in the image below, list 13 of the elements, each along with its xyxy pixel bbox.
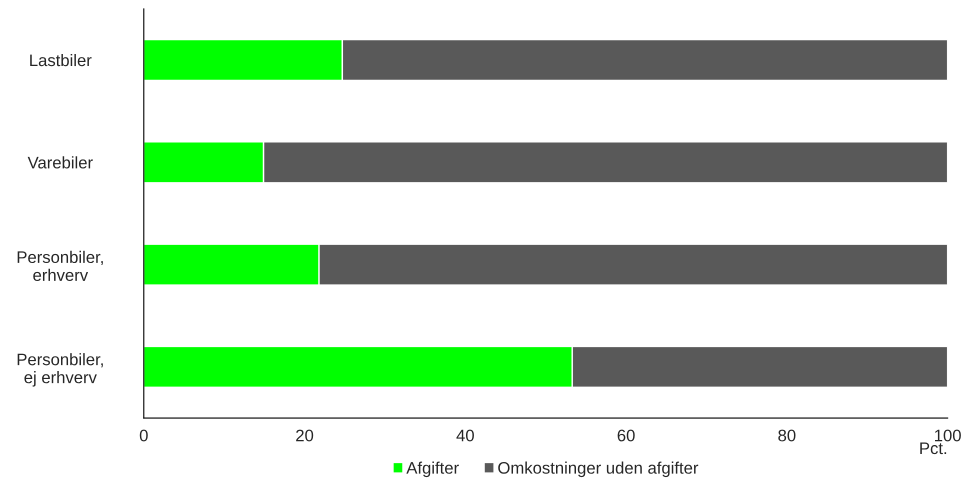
y-tick-label: Personbiler, ej erhverv [18, 353, 103, 387]
y-tick-label: Lastbiler [30, 54, 92, 66]
y-tick-label: Personbiler, erhverv [18, 250, 103, 282]
x-axis-title: Pct. [920, 442, 946, 454]
x-tick-label: 100 [935, 430, 961, 442]
x-tick-label: 40 [456, 430, 474, 442]
y-tick-label: Varebiler [28, 156, 93, 169]
x-tick-label: 80 [778, 430, 796, 442]
x-tick-label: 60 [618, 430, 635, 442]
legend-label: Afgifter [406, 462, 459, 478]
legend-label: Omkostninger uden afgifter [498, 462, 698, 478]
x-tick-label: 20 [296, 430, 314, 442]
x-tick-label: 0 [140, 430, 148, 442]
